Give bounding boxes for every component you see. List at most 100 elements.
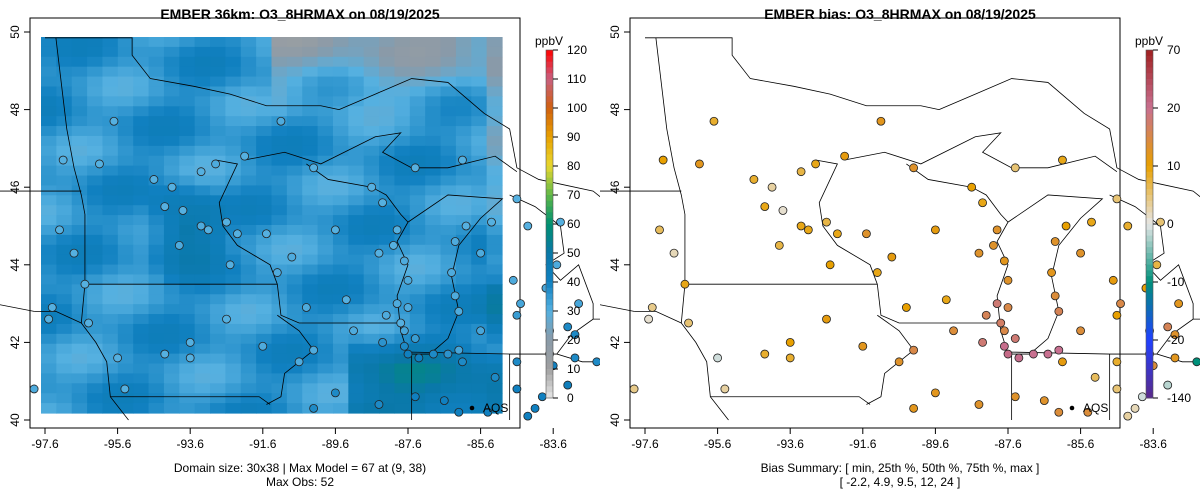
x-tick-label: -93.6 — [177, 437, 205, 451]
raster-cell — [256, 393, 273, 404]
raster-cell — [271, 333, 288, 345]
raster-cell — [148, 383, 165, 394]
raster-cell — [363, 76, 380, 88]
raster-cell — [440, 353, 457, 365]
raster-cell — [286, 294, 303, 305]
station-point — [44, 314, 54, 324]
colorbar-segment — [1146, 73, 1153, 80]
station-point — [109, 116, 119, 126]
raster-cell — [41, 254, 57, 266]
boundary-line — [655, 37, 686, 285]
raster-cell — [409, 195, 426, 206]
raster-cell — [379, 383, 396, 394]
raster-cell — [332, 66, 349, 78]
raster-cell — [179, 56, 196, 68]
raster-cell — [363, 195, 380, 206]
raster-cell — [41, 244, 57, 256]
raster-cell — [41, 175, 57, 187]
raster-cell — [363, 383, 380, 394]
raster-cell — [486, 195, 503, 206]
raster-cell — [363, 244, 380, 256]
raster-cell — [225, 333, 242, 345]
station-point — [1116, 299, 1125, 309]
raster-cell — [348, 135, 365, 147]
raster-cell — [317, 165, 334, 177]
colorbar-segment — [546, 282, 553, 289]
raster-cell — [225, 155, 242, 167]
raster-cell — [133, 185, 150, 196]
raster-cell — [117, 106, 134, 117]
raster-cell — [133, 155, 150, 167]
station-point — [832, 229, 842, 239]
raster-cell — [271, 274, 288, 285]
colorbar-segment — [1146, 369, 1153, 376]
raster-cell — [440, 56, 457, 68]
raster-cell — [271, 195, 288, 206]
colorbar-segment — [546, 142, 553, 150]
x-tick-label: -83.6 — [540, 437, 568, 451]
raster-cell — [102, 363, 119, 375]
raster-cell — [425, 56, 442, 68]
raster-cell — [210, 215, 226, 226]
raster-cell — [210, 106, 226, 117]
raster-cell — [71, 126, 88, 137]
raster-cell — [286, 135, 303, 147]
y-tick-label: 50 — [608, 25, 622, 39]
colorbar-segment — [546, 84, 553, 92]
station-point — [1112, 194, 1122, 204]
raster-cell — [179, 284, 196, 295]
raster-cell — [348, 175, 365, 187]
raster-cell — [317, 76, 334, 88]
colorbar-segment — [546, 305, 553, 312]
raster-cell — [317, 225, 334, 236]
raster-cell — [317, 46, 334, 58]
station-point — [294, 357, 304, 367]
raster-cell — [210, 135, 226, 147]
raster-cell — [455, 225, 472, 236]
boundary-line — [244, 132, 518, 173]
raster-cell — [409, 244, 426, 256]
raster-cell — [286, 234, 303, 246]
raster-cell — [286, 373, 303, 384]
raster-cell — [102, 126, 119, 137]
station-point — [989, 240, 998, 250]
station-point — [658, 155, 668, 165]
raster-cell — [56, 403, 73, 414]
raster-cell — [363, 106, 380, 117]
raster-cell — [332, 274, 349, 285]
raster-cell — [455, 106, 472, 117]
colorbar-segment — [1146, 258, 1153, 266]
raster-cell — [210, 225, 226, 236]
colorbar-segment — [1146, 270, 1153, 277]
raster-cell — [394, 363, 411, 375]
raster-cell — [379, 254, 396, 266]
raster-cell — [194, 215, 211, 226]
raster-cell — [440, 195, 457, 206]
colorbar-segment — [1146, 224, 1153, 231]
raster-cell — [133, 195, 150, 206]
colorbar-segment — [546, 311, 553, 318]
station-point — [552, 260, 562, 270]
raster-cell — [256, 234, 273, 246]
raster-cell — [133, 294, 150, 305]
raster-cell — [71, 314, 88, 325]
y-tick-label: 42 — [608, 335, 622, 349]
raster-cell — [41, 145, 57, 157]
raster-cell — [409, 274, 426, 285]
colorbar-segment — [546, 189, 553, 196]
raster-cell — [117, 323, 134, 335]
station-point — [232, 229, 242, 239]
raster-cell — [56, 135, 73, 147]
raster-cell — [56, 294, 73, 305]
raster-cell — [117, 56, 134, 68]
raster-cell — [409, 254, 426, 266]
raster-cell — [425, 37, 442, 48]
raster-cell — [486, 155, 503, 167]
raster-cell — [471, 205, 488, 216]
raster-cell — [225, 244, 242, 256]
raster-cell — [87, 135, 104, 147]
colorbar-segment — [1146, 282, 1153, 289]
station-point — [516, 299, 525, 309]
raster-cell — [379, 66, 396, 78]
raster-cell — [194, 225, 211, 236]
